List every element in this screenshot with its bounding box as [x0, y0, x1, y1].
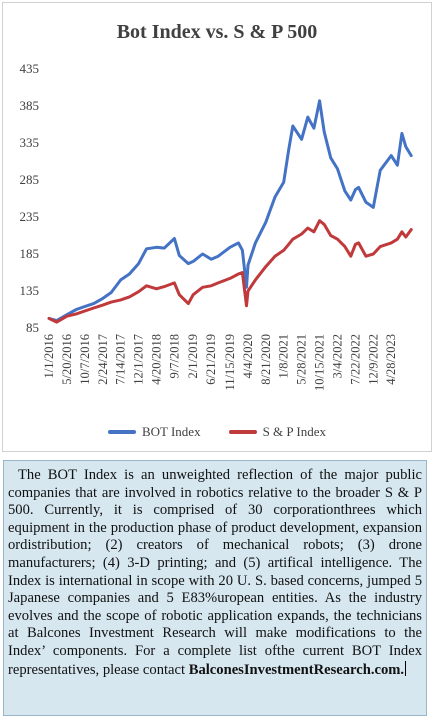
y-tick-label: 285 — [20, 172, 40, 187]
y-tick-label: 435 — [20, 61, 40, 76]
chart-legend: BOT Index S & P Index — [3, 424, 431, 440]
y-tick-label: 85 — [26, 320, 39, 335]
description-box: The BOT Index is an unweighted reflectio… — [3, 460, 427, 716]
y-tick-label: 385 — [20, 98, 40, 113]
x-tick-label: 5/20/2016 — [60, 334, 74, 385]
x-tick-label: 3/4/2022 — [330, 334, 344, 378]
x-tick-label: 2/1/2019 — [186, 334, 200, 378]
x-tick-label: 10/7/2016 — [78, 334, 92, 385]
x-tick-label: 8/21/2020 — [259, 334, 273, 385]
legend-label-sp: S & P Index — [262, 424, 327, 439]
x-tick-label: 7/22/2022 — [348, 334, 362, 385]
sp-index-line — [47, 219, 413, 324]
x-tick-label: 12/9/2022 — [366, 334, 380, 385]
x-tick-label: 9/7/2018 — [167, 334, 181, 378]
legend-item-bot: BOT Index — [107, 424, 201, 440]
x-tick-label: 12/1/2017 — [132, 334, 146, 385]
y-tick-label: 135 — [20, 283, 40, 298]
x-tick-label: 4/28/2023 — [384, 334, 398, 385]
x-tick-label: 1/8/2021 — [277, 334, 291, 378]
legend-item-sp: S & P Index — [228, 424, 327, 440]
y-tick-label: 335 — [20, 135, 40, 150]
bot-index-line — [47, 99, 413, 323]
x-tick-label: 11/15/2019 — [223, 334, 237, 390]
y-tick-label: 235 — [20, 209, 40, 224]
text-cursor — [405, 660, 407, 676]
legend-swatch-bot — [107, 430, 136, 434]
x-tick-label: 6/21/2019 — [204, 334, 218, 385]
legend-label-bot: BOT Index — [141, 424, 201, 439]
x-tick-label: 4/20/2018 — [150, 334, 164, 385]
x-tick-label: 5/28/2021 — [295, 334, 309, 385]
chart-panel: Bot Index vs. S & P 500 435 385 335 285 235 1… — [2, 2, 432, 452]
description-body: The BOT Index is an unweighted reflectio… — [8, 467, 422, 678]
chart-plot: 435 385 335 285 235 185 135 851/1/2016 5/20/2016… — [20, 61, 413, 391]
x-tick-label: 4/4/2020 — [241, 334, 255, 378]
x-tick-label: 2/24/2017 — [96, 334, 110, 385]
x-tick-label: 1/1/2016 — [42, 334, 56, 378]
x-tick-label: 10/15/2021 — [313, 334, 327, 391]
legend-swatch-sp — [228, 430, 257, 434]
y-tick-label: 185 — [20, 246, 40, 261]
chart-title: Bot Index vs. S & P 500 — [116, 21, 318, 43]
x-tick-label: 7/14/2017 — [114, 334, 128, 385]
contact-link[interactable]: BalconesInvestmentResearch.com. — [188, 661, 405, 678]
description-text: The BOT Index is an unweighted reflectio… — [8, 467, 422, 679]
